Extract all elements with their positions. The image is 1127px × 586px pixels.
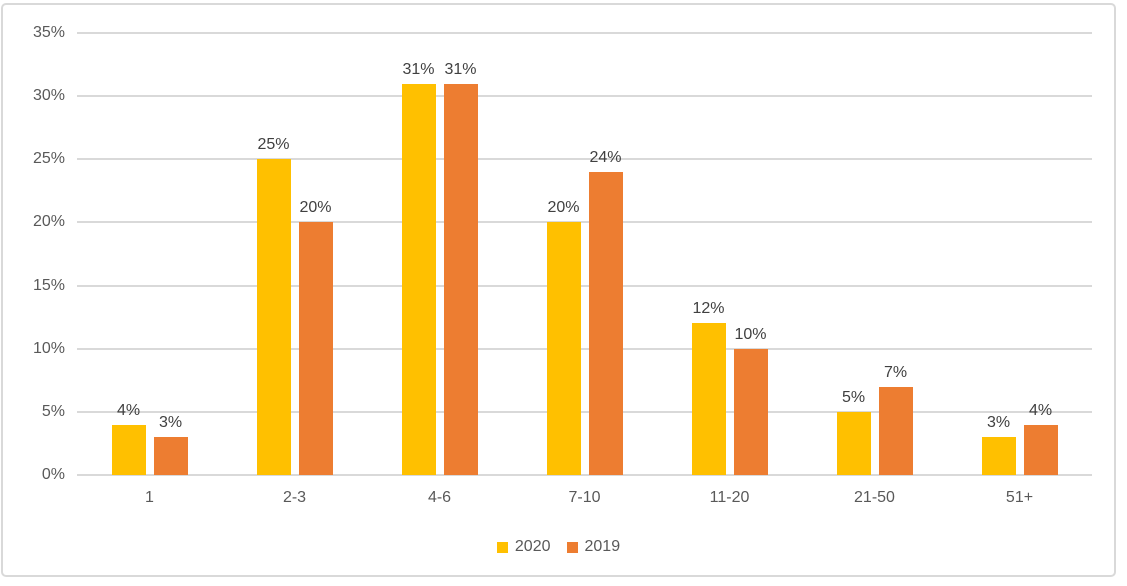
x-tick-label-21-50: 21-50 xyxy=(854,489,895,506)
gridline-30% xyxy=(77,95,1092,98)
data-label-2020-11-20: 12% xyxy=(692,300,725,318)
bar-2019-4-6 xyxy=(443,83,478,475)
bar-2019-2-3 xyxy=(298,222,333,475)
data-label-2019-1: 3% xyxy=(158,414,183,432)
x-tick-label-2-3: 2-3 xyxy=(282,489,307,506)
data-label-2019-11-20: 10% xyxy=(734,325,767,343)
x-tick-label-11-20: 11-20 xyxy=(709,489,750,506)
y-axis: 0% 5% 10% 15% 20% 25% 30% 35% xyxy=(13,24,65,483)
legend-label-2019: 2019 xyxy=(584,538,621,555)
bar-2019-11-20 xyxy=(733,348,768,475)
data-label-2019-4-6: 31% xyxy=(444,60,477,78)
x-tick-label-4-6: 4-6 xyxy=(427,489,452,506)
data-label-2020-7-10: 20% xyxy=(547,199,580,217)
x-axis: 1 2-3 4-6 7-10 11-20 21-50 51+ xyxy=(3,487,1114,509)
legend: 2020 2019 xyxy=(3,536,1114,558)
y-tick-label-5%: 5% xyxy=(41,402,65,420)
data-label-2019-51+: 4% xyxy=(1028,401,1053,419)
bar-2020-1 xyxy=(111,424,146,475)
legend-label-2020: 2020 xyxy=(514,538,551,555)
gridline-0% xyxy=(77,474,1092,476)
bar-2020-21-50 xyxy=(836,411,871,475)
y-tick-label-35%: 35% xyxy=(32,24,65,41)
gridline-10% xyxy=(77,347,1092,350)
bar-2020-4-6 xyxy=(401,83,436,475)
legend-swatch-2019 xyxy=(566,541,578,553)
bar-2020-51+ xyxy=(981,437,1016,475)
data-label-2020-21-50: 5% xyxy=(841,388,866,406)
legend-swatch-2020 xyxy=(496,541,508,553)
data-label-2020-1: 4% xyxy=(116,401,141,419)
data-label-2020-4-6: 31% xyxy=(402,60,435,78)
x-tick-label-51+: 51+ xyxy=(1005,489,1034,506)
legend-item-2020: 2020 xyxy=(496,538,551,556)
y-tick-label-20%: 20% xyxy=(32,213,65,231)
plot-area: 4% 3% 25% 20% 31% 31% 20% 24% 12% 10% 5% 7% 3% 4% xyxy=(77,32,1092,476)
bar-2019-21-50 xyxy=(878,386,913,475)
x-tick-label-1: 1 xyxy=(145,489,154,506)
y-tick-label-30%: 30% xyxy=(32,87,65,105)
bar-2020-11-20 xyxy=(691,323,726,475)
legend-item-2019: 2019 xyxy=(566,538,621,556)
data-label-2020-51+: 3% xyxy=(986,414,1011,432)
y-tick-label-0%: 0% xyxy=(41,466,65,483)
data-label-2019-21-50: 7% xyxy=(883,363,908,381)
data-label-2019-2-3: 20% xyxy=(299,199,332,217)
data-label-2019-7-10: 24% xyxy=(589,148,622,166)
data-label-2020-2-3: 25% xyxy=(257,136,290,154)
gridline-15% xyxy=(77,284,1092,287)
gridline-20% xyxy=(77,221,1092,224)
gridline-25% xyxy=(77,158,1092,161)
y-tick-label-25%: 25% xyxy=(32,150,65,168)
bar-2019-7-10 xyxy=(588,171,623,475)
bar-2019-1 xyxy=(153,437,188,475)
y-tick-label-10%: 10% xyxy=(32,339,65,357)
bar-2020-2-3 xyxy=(256,159,291,475)
gridline-5% xyxy=(77,410,1092,413)
bar-2019-51+ xyxy=(1023,424,1058,475)
gridline-35% xyxy=(77,32,1092,34)
bar-2020-7-10 xyxy=(546,222,581,475)
bar-chart-frame: 0% 5% 10% 15% 20% 25% 30% 35% 4% 3% 25% 20% 31% 31% 2… xyxy=(1,3,1116,577)
y-tick-label-15%: 15% xyxy=(32,276,65,294)
x-tick-label-7-10: 7-10 xyxy=(568,489,601,506)
